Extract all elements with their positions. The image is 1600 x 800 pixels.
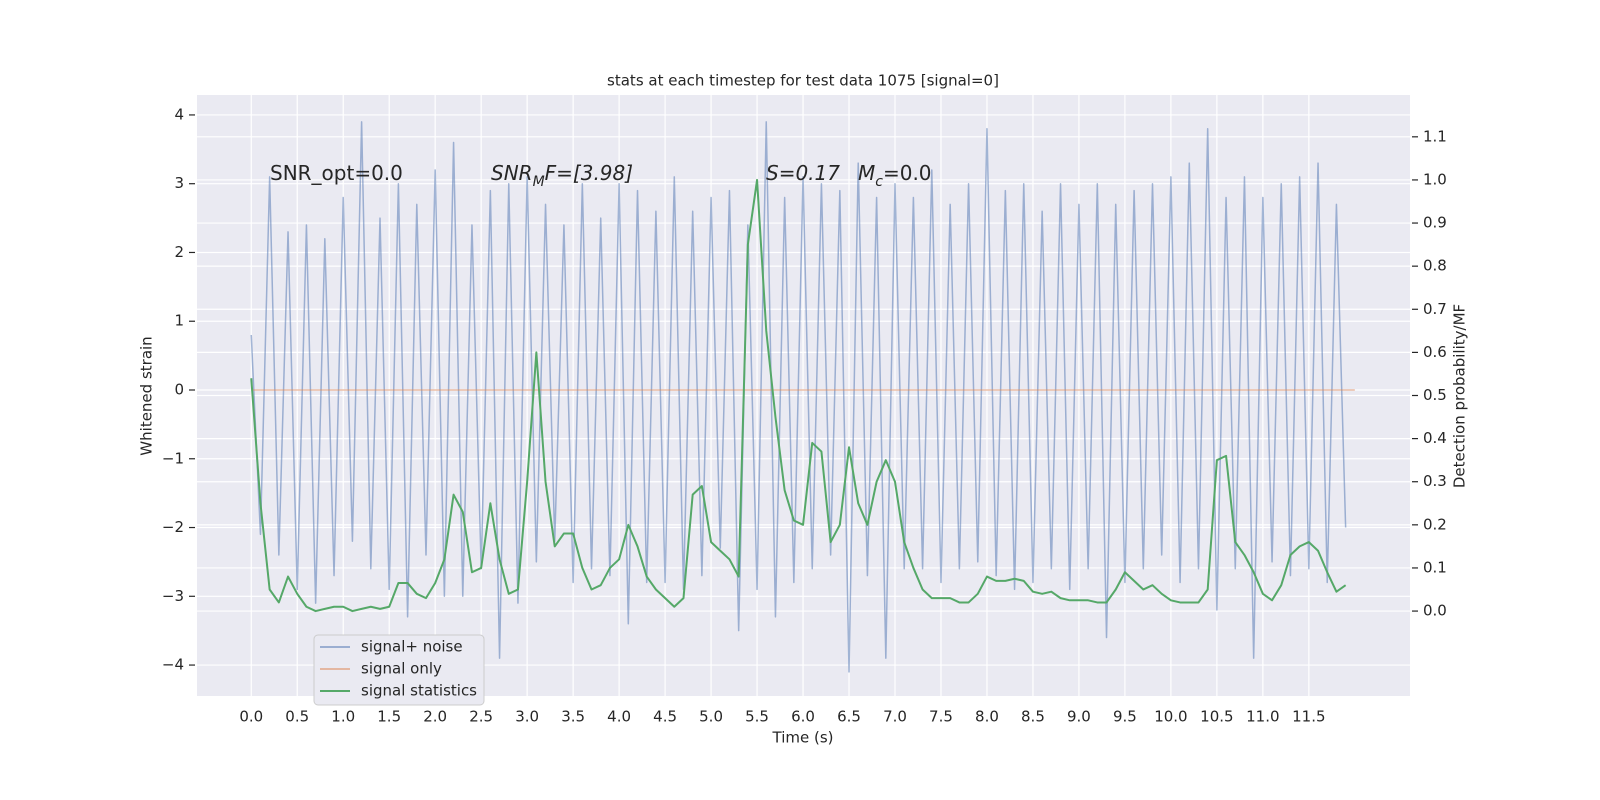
x-tick-label: 0.5	[285, 708, 309, 726]
y2-tick-label: 0.9	[1423, 214, 1447, 232]
x-tick-label: 5.0	[699, 708, 723, 726]
x-tick-label: 7.0	[883, 708, 907, 726]
x-tick-label: 9.0	[1067, 708, 1091, 726]
legend-label: signal+ noise	[361, 638, 463, 656]
x-tick-label: 3.0	[515, 708, 539, 726]
y2-tick-label: 0.8	[1423, 257, 1447, 275]
x-tick-label: 1.0	[331, 708, 355, 726]
x-tick-label: 10.0	[1154, 708, 1187, 726]
annotation-part: c	[875, 174, 883, 190]
legend-box	[313, 634, 485, 706]
x-tick-label: 8.0	[975, 708, 999, 726]
annotation-part: M	[858, 161, 875, 185]
annotation-part: S=0.17	[766, 161, 840, 185]
x-tick-label: 10.5	[1200, 708, 1233, 726]
y-tick-label: −2	[162, 518, 184, 536]
x-tick-label: 8.5	[1021, 708, 1045, 726]
y2-axis-label: Detection probability/MF	[1451, 304, 1469, 488]
y-tick-label: 3	[174, 174, 184, 192]
x-axis-label: Time (s)	[772, 729, 834, 747]
y-tick-label: −4	[162, 656, 184, 674]
y2-tick-label: 0.3	[1423, 472, 1447, 490]
chart-title: stats at each timestep for test data 107…	[607, 72, 999, 90]
y2-tick-label: 0.7	[1423, 300, 1447, 318]
y-axis-label: Whitened strain	[138, 336, 156, 455]
x-tick-label: 1.5	[377, 708, 401, 726]
y2-tick-label: 1.0	[1423, 170, 1447, 188]
y2-tick-label: 0.6	[1423, 343, 1447, 361]
y2-tick-label: 0.4	[1423, 429, 1447, 447]
y-tick-label: 0	[174, 380, 184, 398]
annotation-part: F=[3.98]	[545, 161, 633, 185]
series-line	[250, 121, 1347, 673]
annotation-part: SNR	[491, 161, 533, 185]
x-tick-label: 6.5	[837, 708, 861, 726]
annotation: S=0.17	[766, 161, 840, 185]
y2-tick-label: 1.1	[1423, 127, 1447, 145]
x-tick-label: 2.5	[469, 708, 493, 726]
y2-tick-label: 0.2	[1423, 515, 1447, 533]
y-tick-label: −3	[162, 587, 184, 605]
x-tick-label: 2.0	[423, 708, 447, 726]
legend: signal+ noise signal only signal statistic…	[313, 634, 485, 706]
x-tick-label: 7.5	[929, 708, 953, 726]
series-line	[250, 178, 1347, 613]
annotation-part: SNR_opt=0.0	[270, 161, 403, 185]
legend-label: signal statistics	[361, 682, 477, 700]
x-tick-label: 6.0	[791, 708, 815, 726]
y2-tick-label: 0.5	[1423, 386, 1447, 404]
x-tick-label: 4.5	[653, 708, 677, 726]
legend-label: signal only	[361, 660, 442, 678]
x-tick-label: 3.5	[561, 708, 585, 726]
annotation-part: =0.0	[883, 161, 932, 185]
annotation: SNRMF=[3.98]	[491, 161, 633, 191]
x-tick-label: 9.5	[1113, 708, 1137, 726]
y-tick-label: 2	[174, 243, 184, 261]
annotation-part: M	[533, 174, 545, 190]
x-tick-label: 11.5	[1292, 708, 1325, 726]
y-tick-label: −1	[162, 449, 184, 467]
y-tick-label: 4	[174, 105, 184, 123]
y-tick-label: 1	[174, 312, 184, 330]
y2-tick-label: 0.0	[1423, 602, 1447, 620]
annotation: Mc=0.0	[858, 161, 932, 191]
annotation: SNR_opt=0.0	[270, 161, 403, 185]
x-tick-label: 11.0	[1246, 708, 1279, 726]
x-tick-label: 5.5	[745, 708, 769, 726]
y2-tick-label: 0.1	[1423, 558, 1447, 576]
x-tick-label: 4.0	[607, 708, 631, 726]
x-tick-label: 0.0	[239, 708, 263, 726]
